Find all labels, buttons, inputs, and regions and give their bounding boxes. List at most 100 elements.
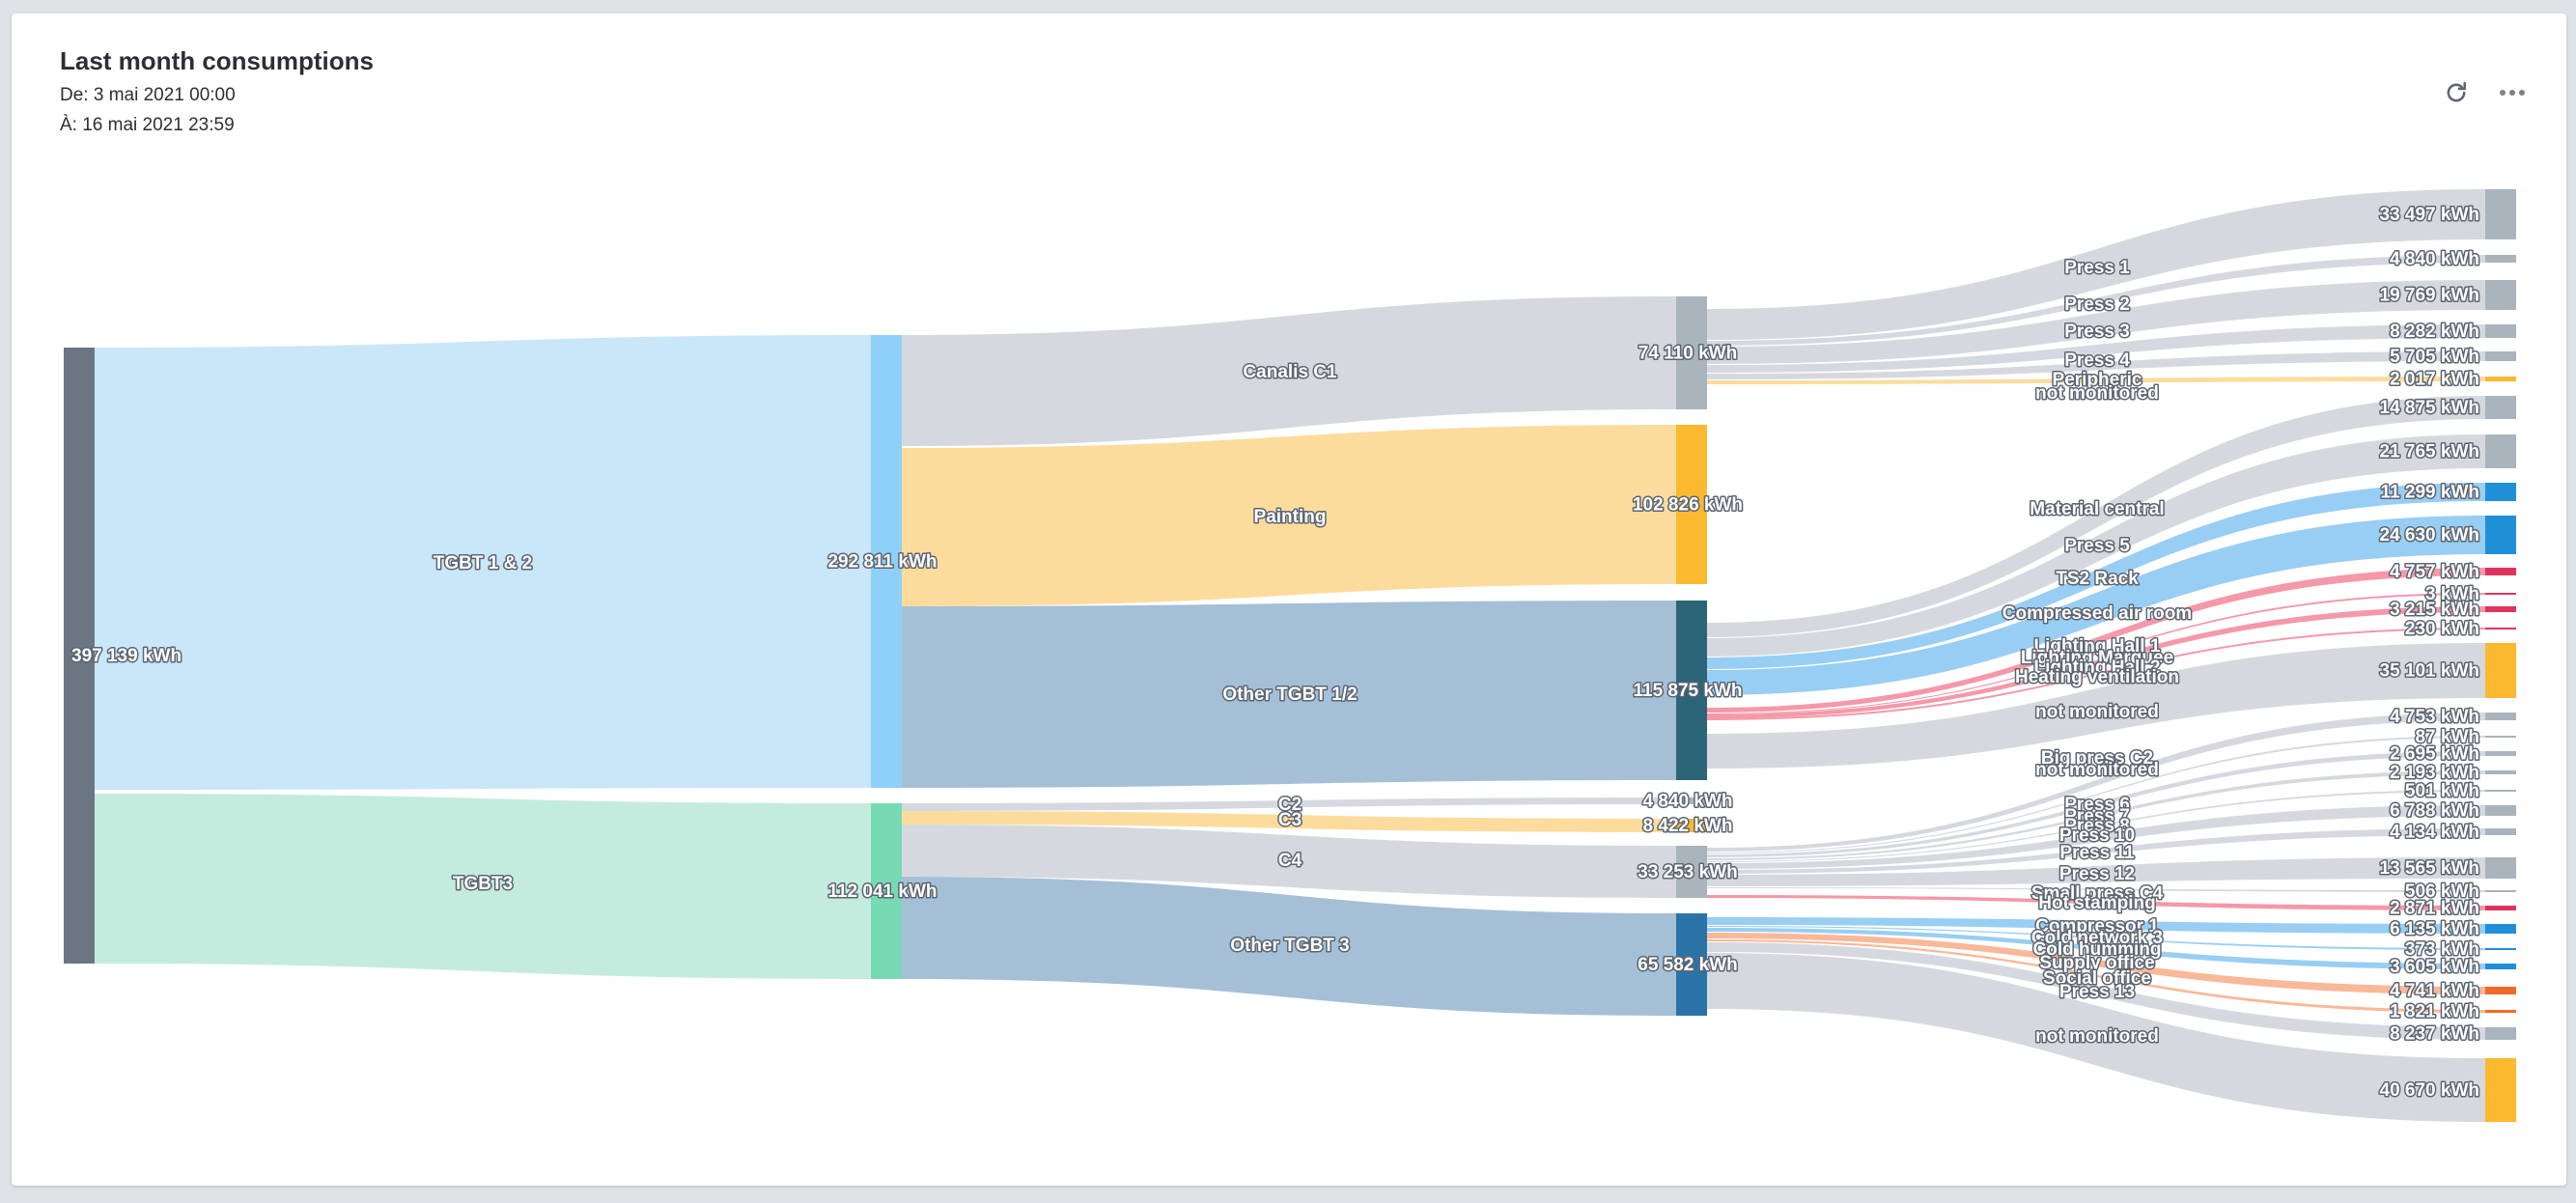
sankey-link-p31[interactable]: [1707, 942, 2485, 1040]
sankey-node-p7[interactable]: [2485, 396, 2516, 419]
sankey-node-tgbt3[interactable]: [871, 803, 902, 979]
sankey-node-p21[interactable]: [2485, 805, 2516, 816]
sankey-link-tgbt3[interactable]: [95, 794, 871, 979]
sankey-node-p11[interactable]: [2485, 568, 2516, 575]
sankey-node-value: 2 695 kWh: [2390, 744, 2479, 765]
sankey-node-value: 6 788 kWh: [2390, 801, 2479, 822]
sankey-link-p23[interactable]: [1707, 857, 2485, 886]
sankey-link-label: Cold network 3: [2031, 928, 2163, 948]
sankey-link-p6[interactable]: [1707, 377, 2485, 384]
sankey-node-p6[interactable]: [2485, 377, 2516, 381]
sankey-node-value: 14 875 kWh: [2380, 398, 2480, 418]
sankey-node-other12[interactable]: [1676, 601, 1707, 780]
sankey-link-p29[interactable]: [1707, 933, 2485, 994]
sankey-node-c3[interactable]: [1676, 819, 1707, 832]
sankey-node-p25[interactable]: [2485, 906, 2516, 910]
sankey-node-p14[interactable]: [2485, 628, 2516, 629]
sankey-node-p12[interactable]: [2485, 593, 2516, 595]
refresh-icon[interactable]: [2437, 73, 2476, 112]
sankey-link-p27[interactable]: [1707, 926, 2485, 950]
sankey-link-p10[interactable]: [1707, 516, 2485, 695]
sankey-node-other3[interactable]: [1676, 913, 1707, 1016]
sankey-node-value: 3 605 kWh: [2390, 957, 2479, 977]
sankey-node-p4[interactable]: [2485, 324, 2516, 338]
sankey-node-p28[interactable]: [2485, 964, 2516, 969]
sankey-link-painting[interactable]: [902, 425, 1676, 606]
sankey-node-p3[interactable]: [2485, 280, 2516, 310]
sankey-node-painting[interactable]: [1676, 425, 1707, 584]
sankey-link-p20[interactable]: [1707, 790, 2485, 862]
sankey-link-p5[interactable]: [1707, 351, 2485, 379]
sankey-link-p11[interactable]: [1707, 568, 2485, 713]
sankey-node-p2[interactable]: [2485, 255, 2516, 263]
sankey-node-p8[interactable]: [2485, 434, 2516, 468]
sankey-node-p27[interactable]: [2485, 948, 2516, 950]
sankey-node-value: 3 215 kWh: [2390, 600, 2479, 620]
sankey-link-label: Compressed air room: [2002, 603, 2192, 624]
sankey-link-p8[interactable]: [1707, 434, 2485, 657]
sankey-node-canalis[interactable]: [1676, 296, 1707, 409]
sankey-node-p20[interactable]: [2485, 790, 2516, 792]
sankey-node-p18[interactable]: [2485, 751, 2516, 756]
sankey-link-other12[interactable]: [902, 601, 1676, 788]
sankey-link-p28[interactable]: [1707, 928, 2485, 969]
sankey-link-c3[interactable]: [902, 811, 1676, 832]
sankey-node-value: 5 705 kWh: [2390, 347, 2479, 367]
sankey-node-p10[interactable]: [2485, 516, 2516, 554]
sankey-link-p19[interactable]: [1707, 770, 2485, 860]
sankey-link-canalis[interactable]: [902, 296, 1676, 446]
sankey-node-c2[interactable]: [1676, 797, 1707, 804]
sankey-node-p1[interactable]: [2485, 189, 2516, 239]
sankey-link-p30[interactable]: [1707, 939, 2485, 1013]
sankey-node-p30[interactable]: [2485, 1010, 2516, 1013]
sankey-node-p5[interactable]: [2485, 351, 2516, 361]
sankey-link-p17[interactable]: [1707, 736, 2485, 853]
sankey-link-p12[interactable]: [1707, 593, 2485, 714]
sankey-node-p16[interactable]: [2485, 713, 2516, 720]
sankey-link-p32[interactable]: [1707, 953, 2485, 1122]
sankey-link-p18[interactable]: [1707, 751, 2485, 857]
sankey-node-tgbt12[interactable]: [871, 335, 902, 788]
sankey-node-p29[interactable]: [2485, 987, 2516, 994]
sankey-node-root[interactable]: [64, 348, 95, 964]
sankey-node-p24[interactable]: [2485, 890, 2516, 892]
sankey-link-p13[interactable]: [1707, 606, 2485, 718]
sankey-link-p7[interactable]: [1707, 396, 2485, 637]
sankey-link-p16[interactable]: [1707, 713, 2485, 852]
sankey-link-p26[interactable]: [1707, 917, 2485, 934]
sankey-link-tgbt12[interactable]: [95, 335, 871, 790]
sankey-node-p17[interactable]: [2485, 736, 2516, 738]
sankey-node-value: 6 135 kWh: [2390, 919, 2479, 939]
sankey-node-p13[interactable]: [2485, 606, 2516, 612]
sankey-link-p25[interactable]: [1707, 895, 2485, 910]
sankey-node-value: 4 753 kWh: [2390, 707, 2479, 727]
sankey-node-p22[interactable]: [2485, 828, 2516, 835]
sankey-node-p9[interactable]: [2485, 483, 2516, 501]
sankey-node-c4[interactable]: [1676, 846, 1707, 898]
sankey-link-p15[interactable]: [1707, 643, 2485, 769]
sankey-link-p24[interactable]: [1707, 887, 2485, 892]
sankey-link-p3[interactable]: [1707, 280, 2485, 364]
sankey-link-c2[interactable]: [902, 797, 1676, 811]
sankey-link-other3[interactable]: [902, 877, 1676, 1016]
sankey-node-p31[interactable]: [2485, 1027, 2516, 1040]
sankey-node-p32[interactable]: [2485, 1058, 2516, 1122]
sankey-link-p9[interactable]: [1707, 483, 2485, 669]
sankey-link-p1[interactable]: [1707, 189, 2485, 340]
sankey-link-label: Lighting Hall 1: [2034, 636, 2161, 657]
sankey-link-p2[interactable]: [1707, 255, 2485, 346]
sankey-link-p4[interactable]: [1707, 324, 2485, 373]
sankey-link-p22[interactable]: [1707, 828, 2485, 874]
sankey-node-p23[interactable]: [2485, 857, 2516, 879]
sankey-link-p21[interactable]: [1707, 805, 2485, 869]
more-horizontal-icon[interactable]: [2493, 73, 2532, 112]
sankey-labels: TGBT 1 & 2 TGBT3 Canalis C1 Painting Other T…: [70, 204, 2481, 1103]
sankey-node-p26[interactable]: [2485, 924, 2516, 934]
sankey-node-p15[interactable]: [2485, 643, 2516, 698]
sankey-link-label: Press 8: [2064, 816, 2130, 836]
sankey-link-p14[interactable]: [1707, 628, 2485, 720]
sankey-link-c4[interactable]: [902, 825, 1676, 898]
sankey-link-label: Press 6: [2064, 795, 2130, 815]
sankey-node-p19[interactable]: [2485, 770, 2516, 774]
sankey-link-label: not monitored: [2035, 760, 2159, 780]
